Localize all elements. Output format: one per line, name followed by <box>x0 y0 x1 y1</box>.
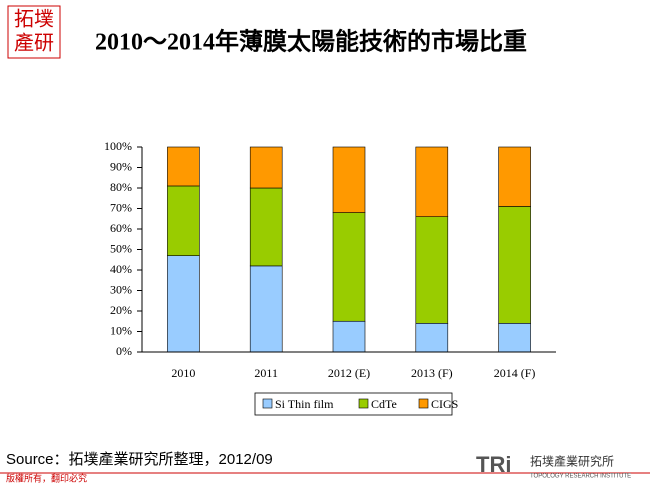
y-tick-label: 100% <box>104 139 132 153</box>
bar-segment <box>498 146 531 207</box>
y-tick-label: 70% <box>110 200 132 214</box>
y-tick-label: 40% <box>110 262 132 276</box>
bar-segment <box>167 255 200 353</box>
bar-segment <box>332 212 366 322</box>
legend-swatch <box>358 398 369 409</box>
bar-segment <box>498 322 531 353</box>
legend-swatch <box>262 398 273 409</box>
legend-box <box>254 392 453 416</box>
x-tick-label: 2013 (F) <box>411 366 453 380</box>
bar-segment <box>167 146 200 187</box>
source-note: Source：拓墣產業研究所整理，2012/09 <box>6 451 273 468</box>
brand-subtitle: TOPOLOGY RESEARCH INSTITUTE <box>530 474 631 480</box>
bar-segment <box>332 320 366 353</box>
bar-segment <box>249 146 283 189</box>
logo-box <box>7 5 61 59</box>
legend-label: CIGS <box>431 397 458 411</box>
copyright: 版權所有，翻印必究 <box>6 473 87 485</box>
bar-segment <box>249 265 283 353</box>
y-tick-label: 60% <box>110 221 132 235</box>
x-tick-label: 2014 (F) <box>494 366 536 380</box>
bar-segment <box>332 146 366 213</box>
y-tick-label: 20% <box>110 303 132 317</box>
logo-text: 拓墣 <box>14 7 54 31</box>
y-tick-label: 10% <box>110 323 132 337</box>
bar-segment <box>415 216 449 324</box>
bar-segment <box>167 185 200 256</box>
x-tick-label: 2010 <box>171 366 195 380</box>
bar-segment <box>498 206 531 324</box>
y-tick-label: 30% <box>110 282 132 296</box>
logo-text: 產研 <box>14 31 54 55</box>
bar-segment <box>415 146 449 217</box>
x-tick-label: 2012 (E) <box>328 366 370 380</box>
bar-segment <box>249 187 283 267</box>
legend-label: CdTe <box>371 397 397 411</box>
legend-swatch <box>418 398 429 409</box>
brand-mark: TRi <box>476 452 511 477</box>
y-tick-label: 0% <box>116 344 132 358</box>
bar-segment <box>415 322 449 353</box>
chart-title: 2010～2014年薄膜太陽能技術的市場比重 <box>95 28 527 56</box>
y-tick-label: 50% <box>110 241 132 255</box>
y-tick-label: 90% <box>110 159 132 173</box>
legend-label: Si Thin film <box>275 397 334 411</box>
y-tick-label: 80% <box>110 180 132 194</box>
x-tick-label: 2011 <box>254 366 278 380</box>
brand-name: 拓墣產業研究所 <box>530 454 614 469</box>
